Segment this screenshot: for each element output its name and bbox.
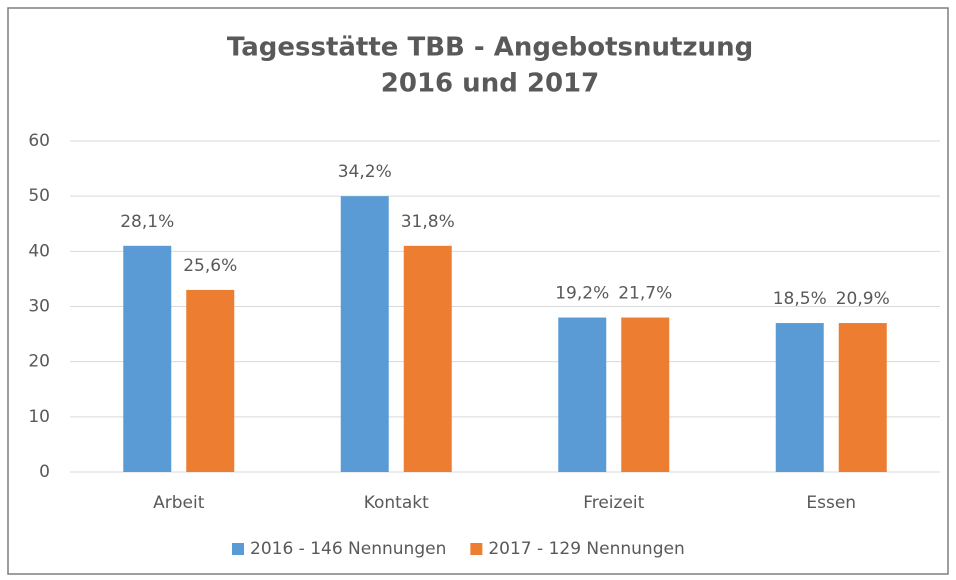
x-tick-label: Freizeit xyxy=(583,493,644,513)
legend-label: 2017 - 129 Nennungen xyxy=(488,539,684,559)
data-label: 20,9% xyxy=(836,289,890,309)
x-tick-label: Kontakt xyxy=(364,493,429,513)
legend-swatch xyxy=(470,543,483,555)
chart-title: 2016 und 2017 xyxy=(381,69,599,99)
y-tick-label: 40 xyxy=(28,241,50,261)
legend-label: 2016 - 146 Nennungen xyxy=(250,539,446,559)
y-tick-label: 30 xyxy=(28,297,50,317)
legend-swatch xyxy=(232,543,244,555)
data-label: 34,2% xyxy=(338,162,392,182)
bar xyxy=(340,196,389,472)
bar xyxy=(838,323,887,472)
bar xyxy=(186,289,235,472)
data-label: 18,5% xyxy=(773,289,827,309)
data-label: 31,8% xyxy=(401,212,455,232)
y-tick-label: 0 xyxy=(39,462,50,482)
bar xyxy=(621,317,670,472)
y-tick-label: 10 xyxy=(28,407,50,427)
data-label: 25,6% xyxy=(183,256,237,276)
bar xyxy=(558,317,607,472)
chart-title: Tagesstätte TBB - Angebotsnutzung xyxy=(227,33,753,63)
y-tick-label: 20 xyxy=(28,352,50,372)
data-label: 28,1% xyxy=(120,212,174,232)
y-tick-label: 60 xyxy=(28,131,50,151)
x-tick-label: Arbeit xyxy=(153,493,205,513)
bar xyxy=(775,323,824,472)
bar xyxy=(403,245,452,472)
data-label: 19,2% xyxy=(555,284,609,304)
x-tick-label: Essen xyxy=(806,493,856,513)
y-tick-label: 50 xyxy=(28,186,50,206)
bar xyxy=(123,245,172,472)
data-label: 21,7% xyxy=(618,284,672,304)
